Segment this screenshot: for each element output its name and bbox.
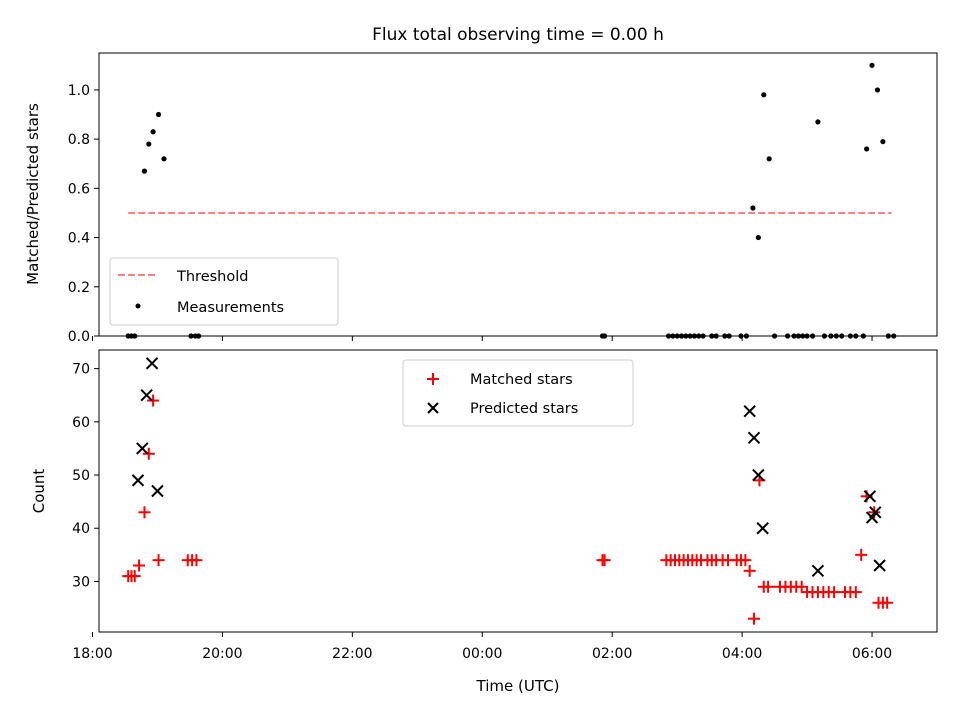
predicted-star-b bbox=[136, 442, 149, 455]
matched-star-point bbox=[743, 564, 756, 577]
matched-star-point bbox=[849, 586, 862, 599]
matched-star-point bbox=[147, 394, 160, 407]
legend-threshold-label: Threshold bbox=[176, 269, 248, 285]
matched-star-point bbox=[762, 580, 775, 593]
predicted-star-b bbox=[151, 484, 164, 498]
measurement-point bbox=[815, 119, 821, 125]
bottom-xtick-label: 00:00 bbox=[462, 646, 502, 662]
matched-star-point bbox=[190, 554, 203, 567]
top-ytick-label: 0.2 bbox=[68, 280, 90, 296]
bottom-xlabel: Time (UTC) bbox=[476, 677, 560, 695]
top-ytick-label: 0.4 bbox=[68, 231, 90, 247]
matched-star-point bbox=[128, 570, 141, 583]
matched-star-point bbox=[748, 612, 761, 625]
predicted-star-point bbox=[131, 474, 145, 487]
bottom-xtick-label: 04:00 bbox=[722, 646, 762, 662]
bottom-ytick-label: 40 bbox=[72, 521, 90, 537]
predicted-star-point bbox=[756, 522, 769, 535]
measurement-point bbox=[874, 87, 881, 93]
measurement-point bbox=[161, 156, 167, 162]
matched-star-point bbox=[133, 559, 146, 572]
top-ytick-label: 0.6 bbox=[68, 181, 90, 197]
measurement-point bbox=[869, 62, 875, 68]
measurement-point bbox=[880, 138, 886, 145]
predicted-star-b bbox=[873, 559, 886, 572]
predicted-star-point bbox=[145, 357, 159, 370]
predicted-star-b bbox=[869, 506, 882, 519]
measurement-point bbox=[864, 146, 870, 152]
bottom-xtick-label: 06:00 bbox=[852, 646, 892, 662]
predicted-star-point bbox=[873, 559, 886, 572]
legend-matched-label: Matched stars bbox=[470, 372, 573, 388]
bottom-xtick-label: 18:00 bbox=[72, 646, 112, 662]
bottom-legend-frame bbox=[402, 359, 634, 427]
predicted-star-b bbox=[752, 468, 765, 482]
bottom-ylabel: Count bbox=[30, 469, 48, 514]
bottom-plot-frame bbox=[98, 349, 938, 633]
predicted-star-b bbox=[863, 490, 877, 503]
matched-star-point bbox=[855, 548, 868, 561]
top-plot-area: 0.0 0.2 0.4 0.6 0.8 1.0 bbox=[68, 52, 938, 345]
bottom-xtick-label: 22:00 bbox=[332, 646, 372, 662]
top-ytick-label: 0.8 bbox=[68, 132, 90, 148]
top-plot-frame bbox=[98, 52, 938, 337]
bottom-ytick-label: 50 bbox=[72, 468, 90, 484]
top-legend-frame bbox=[109, 257, 339, 326]
measurement-point bbox=[766, 156, 772, 162]
measurement-point bbox=[155, 111, 162, 118]
predicted-star-b bbox=[756, 522, 769, 535]
predicted-star-point bbox=[747, 431, 761, 444]
bottom-ytick-label: 30 bbox=[72, 574, 90, 590]
legend-matched-swatch bbox=[427, 373, 439, 385]
measurement-point bbox=[146, 141, 152, 147]
top-ytick-label: 0.0 bbox=[68, 329, 90, 345]
measurement-point bbox=[141, 168, 148, 174]
matched-star-point bbox=[598, 554, 611, 567]
matched-star-point bbox=[739, 554, 752, 567]
measurement-point bbox=[761, 92, 767, 98]
measurement-point bbox=[150, 129, 156, 135]
predicted-star-b bbox=[131, 474, 145, 487]
matched-star-point bbox=[142, 447, 155, 460]
bottom-ytick-label: 60 bbox=[72, 415, 90, 431]
predicted-star-point bbox=[743, 404, 756, 418]
legend-measurements-label: Measurements bbox=[177, 300, 284, 316]
predicted-star-b bbox=[145, 357, 159, 370]
predicted-star-point bbox=[136, 442, 149, 455]
predicted-star-point bbox=[752, 468, 765, 482]
bottom-legend: Matched stars Predicted stars bbox=[402, 359, 634, 427]
measurement-point bbox=[755, 234, 761, 241]
matched-star-point bbox=[795, 580, 808, 593]
top-legend: Threshold Measurements bbox=[109, 257, 339, 326]
predicted-star-b bbox=[747, 431, 761, 444]
matched-star-point bbox=[138, 506, 151, 519]
bottom-ytick-label: 70 bbox=[72, 362, 90, 378]
legend-predicted-label: Predicted stars bbox=[470, 401, 578, 417]
top-ylabel: Matched/Predicted stars bbox=[24, 103, 42, 285]
predicted-star-point bbox=[811, 564, 825, 578]
top-ytick-label: 1.0 bbox=[68, 83, 90, 99]
predicted-star-b bbox=[140, 389, 153, 402]
predicted-star-point bbox=[151, 484, 164, 498]
legend-measurements-swatch bbox=[135, 303, 141, 309]
legend-predicted-swatch bbox=[427, 402, 439, 414]
measurement-point bbox=[750, 205, 756, 211]
predicted-star-point bbox=[869, 506, 882, 519]
predicted-star-b bbox=[811, 564, 825, 578]
chart-title: Flux total observing time = 0.00 h bbox=[372, 25, 664, 45]
bottom-xtick-label: 20:00 bbox=[202, 646, 242, 662]
predicted-star-point bbox=[140, 389, 153, 402]
matched-star-point bbox=[152, 554, 165, 567]
matched-star-point bbox=[881, 596, 894, 609]
matched-star-point bbox=[828, 586, 841, 599]
bottom-plot-area: 30 40 50 60 70 18:00 20:00 22:00 00:00 02:00 04:00… bbox=[72, 349, 938, 662]
bottom-xtick-label: 02:00 bbox=[592, 646, 632, 662]
predicted-star-point bbox=[863, 490, 877, 503]
predicted-star-b bbox=[743, 404, 756, 418]
